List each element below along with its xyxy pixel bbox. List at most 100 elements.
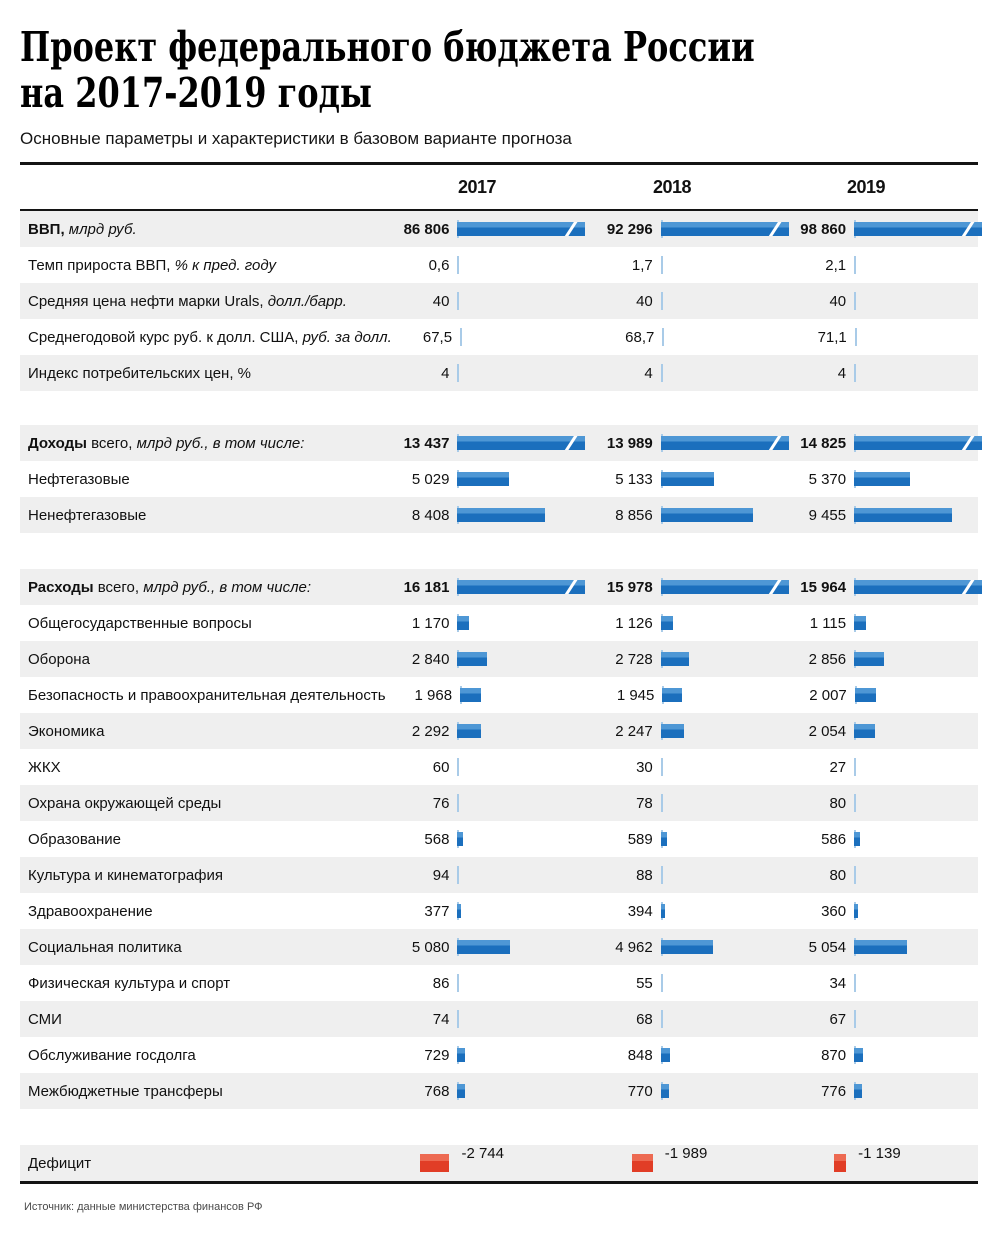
- value-2018: 848: [627, 1046, 653, 1064]
- value-2019: 9 455: [808, 506, 847, 524]
- bar-cell-2019: [846, 1001, 978, 1037]
- deficit-value: -1 139: [858, 1145, 901, 1162]
- value-2017: 5 029: [411, 470, 450, 488]
- bar-cell-2017: [449, 461, 583, 497]
- value-2018: [583, 1154, 653, 1172]
- value-2018: 589: [627, 830, 653, 848]
- value-2018: 55: [636, 974, 653, 992]
- bar-cell-2018: [653, 605, 787, 641]
- bar-cell-2018: [653, 965, 787, 1001]
- truncation-slash-icon: [767, 222, 782, 236]
- bar-cell-2017: [449, 785, 583, 821]
- row-label-part: Общегосударственные вопросы: [28, 614, 252, 632]
- row-label: Культура и кинематография: [20, 867, 380, 884]
- row-label-part: Социальная политика: [28, 938, 182, 956]
- table-row: Темп прироста ВВП, % к пред. году 0,6 1,7 2…: [20, 247, 978, 283]
- value-2017: 40: [432, 292, 450, 310]
- table-section-macro: ВВП, млрд руб. 86 806 92 296 98 860 Темп при…: [20, 211, 983, 391]
- source-note: Источник: данные министерства финансов Р…: [24, 1201, 263, 1213]
- value-2017: 60: [432, 758, 450, 776]
- value-bar: [854, 724, 876, 738]
- value-bar: [854, 652, 885, 666]
- bar-cell-2018: [653, 929, 787, 965]
- section-gap: [20, 391, 978, 425]
- value-bar: [457, 472, 510, 486]
- value-2017: 729: [424, 1046, 450, 1064]
- row-label: Общегосударственные вопросы: [20, 615, 380, 632]
- value-2017: 2 840: [411, 650, 450, 668]
- axis-tick: [660, 974, 663, 992]
- row-label-part: Обслуживание госдолга: [28, 1046, 196, 1064]
- row-label-part: Ненефтегазовые: [28, 506, 147, 524]
- bar-cell-2017: [449, 1073, 583, 1109]
- bar-cell-2017: [449, 355, 583, 391]
- year-label-2018: 2018: [652, 177, 692, 197]
- value-2017: 0,6: [428, 256, 450, 274]
- table-row: Среднегодовой курс руб. к долл. США, руб…: [20, 319, 978, 355]
- row-label-part: млрд руб., в том числе:: [132, 434, 305, 452]
- table-row: Доходы всего, млрд руб., в том числе: 13 …: [20, 425, 983, 461]
- row-label: Образование: [20, 831, 380, 848]
- axis-tick: [457, 758, 460, 776]
- row-label-part: Среднегодовой курс руб. к долл. США,: [28, 328, 299, 346]
- value-bar: [662, 688, 683, 702]
- table-row: Общегосударственные вопросы 1 170 1 126 1 1…: [20, 605, 978, 641]
- deficit-bar: [631, 1154, 653, 1172]
- value-2019: 2 054: [808, 722, 847, 740]
- row-label: Межбюджетные трансферы: [20, 1083, 380, 1100]
- axis-tick: [660, 256, 663, 274]
- value-2019: 71,1: [817, 328, 847, 346]
- bar-cell-2019: [846, 247, 978, 283]
- table-row: Расходы всего, млрд руб., в том числе: 16…: [20, 569, 983, 605]
- bar-cell-2019: [847, 677, 978, 713]
- value-2019: 15 964: [800, 578, 847, 596]
- bar-cell-2019: [846, 857, 978, 893]
- value-2019: 98 860: [800, 220, 847, 238]
- table-row: Культура и кинематография 94 88 80: [20, 857, 978, 893]
- value-2018: 5 133: [615, 470, 653, 488]
- row-label-part: Доходы: [28, 434, 87, 452]
- table-row: Экономика 2 292 2 247 2 054: [20, 713, 978, 749]
- row-label-part: Экономика: [28, 722, 105, 740]
- value-2019: 40: [829, 292, 847, 310]
- value-bar: [660, 724, 684, 738]
- axis-tick: [660, 364, 663, 382]
- value-2019: 34: [829, 974, 847, 992]
- bar-cell-2019: [846, 1073, 978, 1109]
- table-section-deficit: Дефицит -2 744 -1 989 -1 139: [20, 1145, 978, 1181]
- value-2018: 78: [636, 794, 653, 812]
- value-bar: [660, 508, 753, 522]
- value-2018: 15 978: [606, 578, 653, 596]
- axis-tick: [662, 328, 665, 346]
- axis-tick: [854, 364, 857, 382]
- truncation-slash-icon: [960, 436, 975, 450]
- bar-cell-2017: [449, 211, 586, 247]
- value-2017: 5 080: [411, 938, 450, 956]
- bar-cell-2018: [653, 821, 787, 857]
- value-2017: 4: [441, 364, 450, 382]
- value-2017: 568: [424, 830, 450, 848]
- bar-cell-2019: [846, 929, 978, 965]
- value-bar: [854, 508, 953, 522]
- row-label-part: % к пред. году: [170, 256, 276, 274]
- bar-cell-2019: [846, 1037, 978, 1073]
- row-label-part: всего,: [93, 578, 140, 596]
- bar-cell-2019: [846, 713, 978, 749]
- row-label-part: Физическая культура и спорт: [28, 974, 231, 992]
- value-2018: 68: [636, 1010, 653, 1028]
- bar-cell-2017: [449, 569, 586, 605]
- axis-tick: [660, 292, 663, 310]
- value-bar: [854, 832, 861, 846]
- truncation-slash-icon: [563, 436, 579, 450]
- value-bar: [854, 472, 911, 486]
- row-label: Ненефтегазовые: [20, 507, 380, 524]
- bar-cell-2017: [449, 247, 583, 283]
- bar-cell-2019: [846, 821, 978, 857]
- value-bar: [660, 436, 789, 450]
- bar-cell-2019: [846, 461, 978, 497]
- value-bar: [457, 652, 488, 666]
- row-label: Здравоохранение: [20, 903, 380, 920]
- bar-cell-2019: [846, 641, 978, 677]
- bar-cell-2019: [846, 497, 978, 533]
- table-row: Обслуживание госдолга 729 848 870: [20, 1037, 978, 1073]
